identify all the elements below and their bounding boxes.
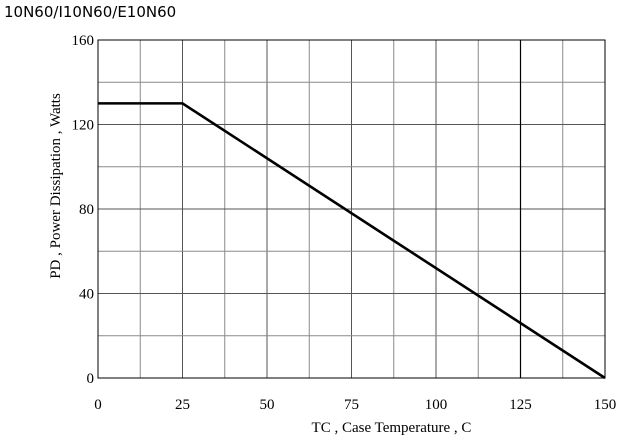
y-tick-label: 40 — [79, 287, 94, 303]
x-tick-label: 125 — [509, 397, 532, 413]
x-tick-label: 150 — [594, 397, 617, 413]
y-tick-label: 0 — [87, 371, 95, 387]
chart-title: 10N60/I10N60/E10N60 — [4, 3, 177, 21]
y-tick-labels: 0 40 80 120 160 — [72, 33, 95, 387]
x-tick-label: 75 — [344, 397, 359, 413]
grid — [98, 40, 605, 378]
x-tick-label: 100 — [425, 397, 448, 413]
series-layer — [98, 102, 606, 380]
y-tick-label: 80 — [79, 202, 94, 218]
y-tick-label: 160 — [72, 33, 95, 49]
plot-frame — [97, 39, 606, 379]
x-tick-labels: 0 25 50 75 100 125 150 — [94, 397, 616, 413]
x-tick-label: 50 — [260, 397, 275, 413]
y-axis-label: PD , Power Dissipation , Watts — [48, 93, 64, 279]
series-line — [98, 102, 606, 380]
x-tick-label: 25 — [175, 397, 190, 413]
y-tick-label: 120 — [72, 118, 95, 134]
x-tick-label: 0 — [94, 397, 102, 413]
x-axis-label: TC , Case Temperature , C — [312, 420, 472, 436]
